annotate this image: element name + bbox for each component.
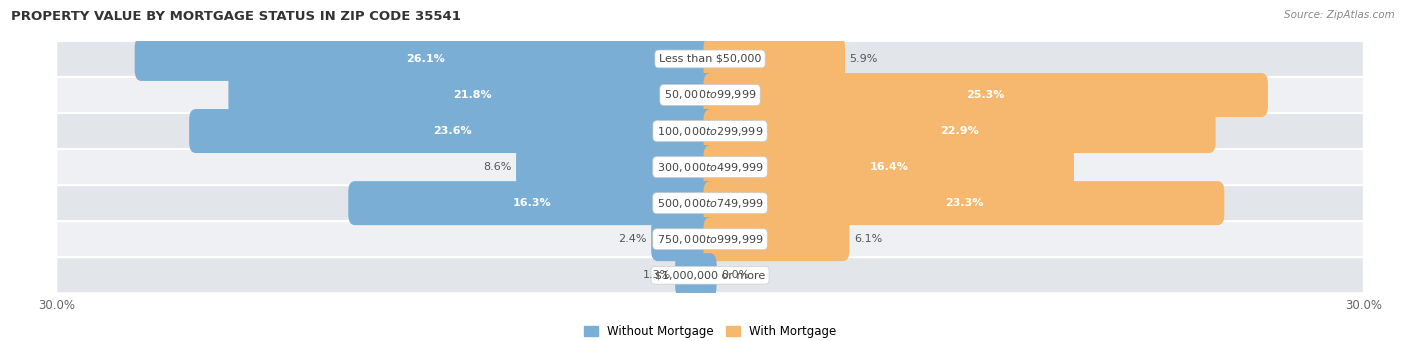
FancyBboxPatch shape: [703, 37, 845, 81]
FancyBboxPatch shape: [675, 253, 717, 297]
FancyBboxPatch shape: [135, 37, 717, 81]
Text: 16.4%: 16.4%: [869, 162, 908, 172]
FancyBboxPatch shape: [56, 149, 1364, 185]
Text: $50,000 to $99,999: $50,000 to $99,999: [664, 89, 756, 102]
FancyBboxPatch shape: [651, 217, 717, 261]
Text: 22.9%: 22.9%: [941, 126, 979, 136]
Text: 5.9%: 5.9%: [849, 54, 877, 64]
FancyBboxPatch shape: [56, 77, 1364, 113]
FancyBboxPatch shape: [56, 185, 1364, 221]
FancyBboxPatch shape: [56, 113, 1364, 149]
FancyBboxPatch shape: [228, 73, 717, 117]
Text: 26.1%: 26.1%: [406, 54, 446, 64]
Text: 6.1%: 6.1%: [853, 234, 882, 244]
FancyBboxPatch shape: [703, 181, 1225, 225]
FancyBboxPatch shape: [349, 181, 717, 225]
FancyBboxPatch shape: [516, 145, 717, 189]
Text: 16.3%: 16.3%: [513, 198, 551, 208]
FancyBboxPatch shape: [190, 109, 717, 153]
Text: Source: ZipAtlas.com: Source: ZipAtlas.com: [1284, 10, 1395, 20]
Text: 25.3%: 25.3%: [966, 90, 1005, 100]
FancyBboxPatch shape: [56, 221, 1364, 257]
Text: $750,000 to $999,999: $750,000 to $999,999: [657, 233, 763, 246]
Text: 1.3%: 1.3%: [643, 270, 671, 280]
Text: Less than $50,000: Less than $50,000: [659, 54, 761, 64]
Text: 23.3%: 23.3%: [945, 198, 983, 208]
Text: 23.6%: 23.6%: [433, 126, 472, 136]
FancyBboxPatch shape: [56, 41, 1364, 77]
FancyBboxPatch shape: [56, 257, 1364, 293]
Text: $1,000,000 or more: $1,000,000 or more: [655, 270, 765, 280]
FancyBboxPatch shape: [703, 109, 1216, 153]
Text: 2.4%: 2.4%: [619, 234, 647, 244]
Text: $100,000 to $299,999: $100,000 to $299,999: [657, 124, 763, 137]
Text: PROPERTY VALUE BY MORTGAGE STATUS IN ZIP CODE 35541: PROPERTY VALUE BY MORTGAGE STATUS IN ZIP…: [11, 10, 461, 23]
Text: 21.8%: 21.8%: [453, 90, 492, 100]
Text: $500,000 to $749,999: $500,000 to $749,999: [657, 197, 763, 210]
FancyBboxPatch shape: [703, 217, 849, 261]
FancyBboxPatch shape: [703, 73, 1268, 117]
Text: 0.0%: 0.0%: [721, 270, 749, 280]
Text: $300,000 to $499,999: $300,000 to $499,999: [657, 161, 763, 174]
Text: 8.6%: 8.6%: [484, 162, 512, 172]
FancyBboxPatch shape: [703, 145, 1074, 189]
Legend: Without Mortgage, With Mortgage: Without Mortgage, With Mortgage: [579, 321, 841, 341]
